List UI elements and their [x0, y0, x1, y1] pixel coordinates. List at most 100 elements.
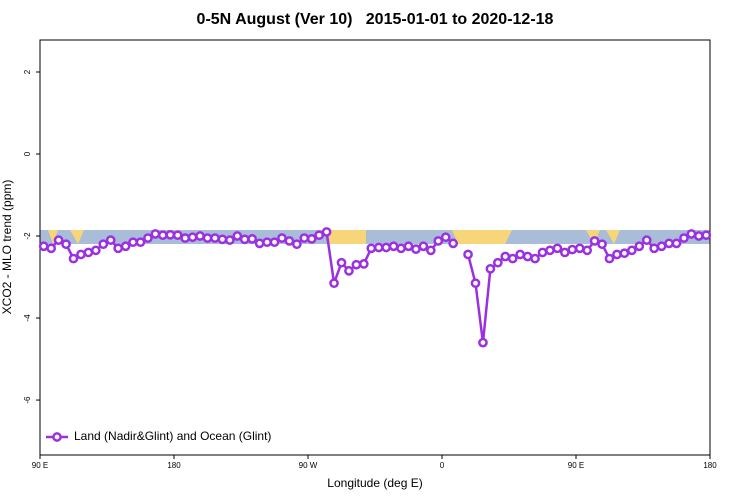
data-point [239, 234, 250, 245]
data-point [634, 241, 645, 252]
data-point [336, 257, 347, 268]
data-point [649, 243, 660, 254]
data-point [440, 232, 451, 243]
data-point [552, 243, 563, 254]
x-tick-label: 90 E [568, 461, 584, 470]
data-point [500, 251, 511, 262]
data-point [411, 244, 421, 254]
data-point [113, 243, 124, 254]
data-point [247, 234, 258, 244]
data-point [98, 239, 109, 250]
x-tick-label: 0 [440, 461, 445, 470]
data-point [46, 243, 57, 254]
data-point [530, 253, 540, 264]
x-tick-label: 90 W [299, 461, 318, 470]
data-point [545, 245, 555, 256]
data-point [306, 234, 317, 244]
data-point [262, 237, 272, 248]
data-point [604, 253, 615, 264]
data-point [187, 232, 198, 243]
land-band [48, 230, 58, 244]
data-point [492, 257, 503, 268]
data-point [693, 231, 704, 241]
data-point [537, 247, 548, 258]
data-point [172, 230, 183, 241]
data-point [344, 266, 354, 276]
data-point [202, 233, 213, 243]
data-point [515, 249, 526, 260]
data-point [284, 236, 295, 246]
data-point [143, 233, 153, 243]
data-point [38, 241, 49, 252]
data-point [329, 278, 339, 289]
data-point [664, 238, 674, 249]
data-point [641, 235, 652, 245]
y-tick-label: -6 [23, 396, 32, 404]
data-point [485, 263, 496, 274]
data-point [373, 242, 384, 253]
data-point [619, 248, 630, 259]
data-point [299, 233, 310, 243]
data-point [574, 243, 585, 254]
data-point [180, 233, 191, 243]
data-point [470, 278, 481, 289]
y-tick-label: 2 [23, 69, 32, 74]
data-point [291, 239, 302, 250]
data-point [463, 249, 473, 260]
data-point [686, 229, 697, 239]
data-point [232, 231, 243, 241]
x-axis-label: Longitude (deg E) [327, 476, 422, 490]
data-point [277, 233, 287, 243]
data-point [656, 241, 667, 252]
data-point [217, 234, 228, 245]
data-point [358, 259, 369, 269]
legend-label: Land (Nadir&Glint) and Ocean (Glint) [74, 429, 271, 443]
land-band [70, 230, 84, 244]
data-point [165, 229, 176, 240]
data-point [53, 235, 64, 245]
data-point [210, 233, 220, 243]
data-point [254, 238, 265, 249]
y-axis-label: XCO2 - MLO trend (ppm) [0, 180, 14, 315]
legend-swatch-marker [52, 432, 62, 442]
data-point [135, 237, 146, 248]
data-point [321, 227, 332, 237]
y-tick-label: -4 [23, 314, 32, 322]
data-point [612, 249, 622, 260]
data-point [597, 239, 607, 250]
y-tick-label: -2 [23, 232, 32, 240]
data-point [403, 241, 414, 252]
data-point [105, 235, 116, 245]
land-band [452, 230, 512, 244]
data-point [150, 229, 161, 239]
legend: Land (Nadir&Glint) and Ocean (Glint) [46, 429, 271, 443]
data-point [83, 247, 94, 258]
chart-title: 0-5N August (Ver 10) 2015-01-01 to 2020-… [197, 11, 554, 28]
data-point [396, 243, 406, 254]
data-point [478, 337, 488, 348]
data-point [157, 230, 168, 241]
data-point [90, 245, 101, 256]
data-point [76, 249, 86, 260]
data-point [68, 253, 79, 264]
data-point [425, 245, 436, 256]
x-tick-label: 90 E [32, 461, 48, 470]
data-point [269, 237, 280, 248]
data-point [351, 259, 362, 270]
data-point [582, 245, 593, 256]
data-point [195, 231, 205, 241]
data-point [120, 241, 131, 252]
data-point [224, 235, 235, 245]
data-point [507, 253, 518, 264]
data-point [522, 251, 533, 262]
data-point [589, 236, 600, 246]
x-tick-label: 180 [167, 461, 181, 470]
land-band [328, 230, 366, 244]
data-point [679, 233, 689, 243]
data-point [448, 238, 459, 249]
data-point [381, 242, 392, 253]
data-point [128, 237, 138, 248]
data-point [433, 236, 444, 246]
